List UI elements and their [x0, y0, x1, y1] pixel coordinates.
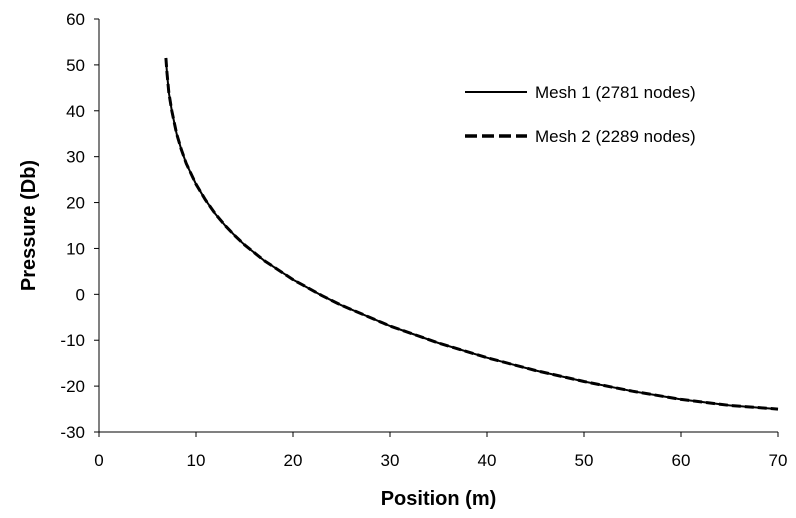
y-tick-label: 40: [66, 102, 85, 121]
y-tick-label: 30: [66, 148, 85, 167]
y-tick-label: 0: [76, 285, 85, 304]
x-tick-label: 10: [187, 451, 206, 470]
x-axis: 0 10 20 30 40 50 60 70: [94, 432, 787, 470]
x-tick-label: 40: [478, 451, 497, 470]
series-line-1: [164, 57, 779, 411]
y-tick-label: 20: [66, 194, 85, 213]
x-tick-label: 30: [381, 451, 400, 470]
x-axis-title: Position (m): [381, 488, 497, 510]
x-tick-label: 0: [94, 451, 103, 470]
y-tick-label: 60: [66, 10, 85, 29]
series-line-2: [164, 57, 779, 411]
plot-area: [98, 19, 778, 433]
x-tick-label: 60: [672, 451, 691, 470]
y-axis-title: Pressure (Db): [18, 160, 40, 291]
x-tick-label: 20: [284, 451, 303, 470]
x-tick-label: 50: [575, 451, 594, 470]
legend: Mesh 1 (2781 nodes) Mesh 2 (2289 nodes): [465, 83, 696, 146]
y-axis: 60 50 40 30 20 10 0 -10 -20 -30: [60, 10, 99, 442]
legend-label-1: Mesh 1 (2781 nodes): [535, 83, 696, 102]
y-tick-label: -10: [60, 331, 85, 350]
y-tick-label: 50: [66, 56, 85, 75]
x-tick-label: 70: [769, 451, 788, 470]
series-layer: [164, 57, 779, 411]
y-tick-label: -30: [60, 423, 85, 442]
y-tick-label: 10: [66, 239, 85, 258]
y-tick-label: -20: [60, 377, 85, 396]
legend-label-2: Mesh 2 (2289 nodes): [535, 127, 696, 146]
